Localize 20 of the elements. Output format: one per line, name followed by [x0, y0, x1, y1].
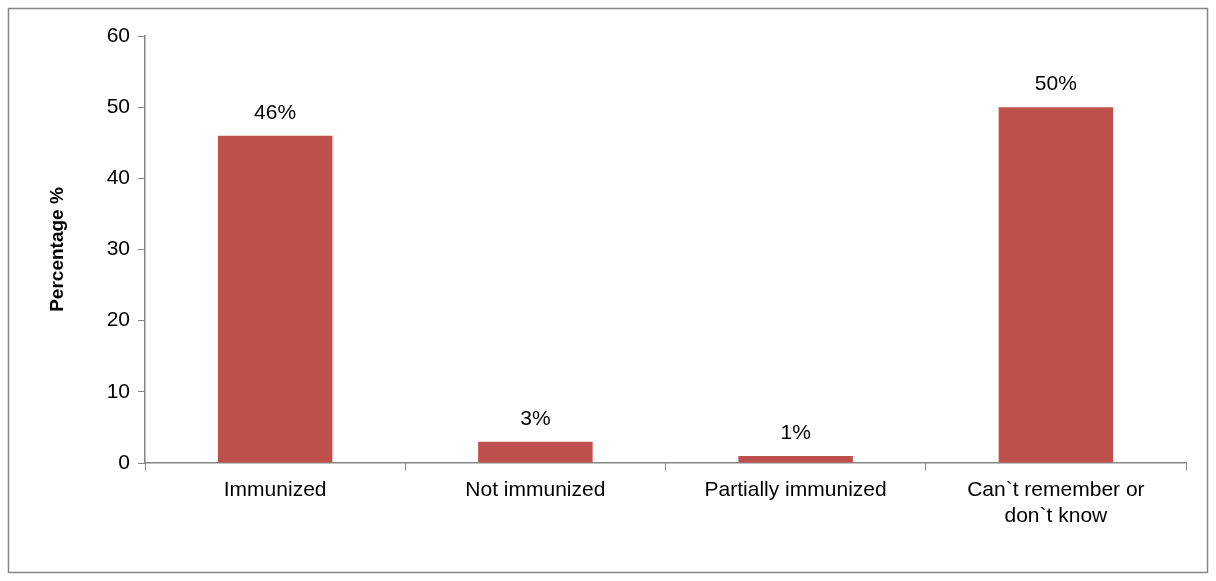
y-tick-label: 20 [106, 307, 130, 331]
x-tick-label: Not immunized [465, 477, 606, 501]
data-label: 50% [1034, 71, 1077, 95]
y-tick-label: 50 [106, 93, 130, 117]
bar [478, 441, 593, 463]
bar [998, 107, 1114, 463]
data-label: 3% [520, 405, 551, 429]
y-tick-label: 0 [118, 449, 130, 473]
data-label: 46% [254, 99, 297, 123]
x-tick-label: Partially immunized [704, 477, 887, 501]
bar [738, 455, 853, 463]
y-tick-label: 40 [106, 165, 130, 189]
y-tick-label: 60 [106, 22, 130, 46]
y-axis-title: Percentage % [45, 187, 67, 312]
x-tick-label: Can`t remember or don`t know [967, 477, 1145, 526]
y-tick-label: 30 [106, 236, 130, 260]
y-tick-label: 10 [106, 378, 130, 402]
data-label: 1% [780, 420, 811, 444]
bar [217, 135, 333, 463]
x-tick-label: Immunized [223, 477, 327, 501]
